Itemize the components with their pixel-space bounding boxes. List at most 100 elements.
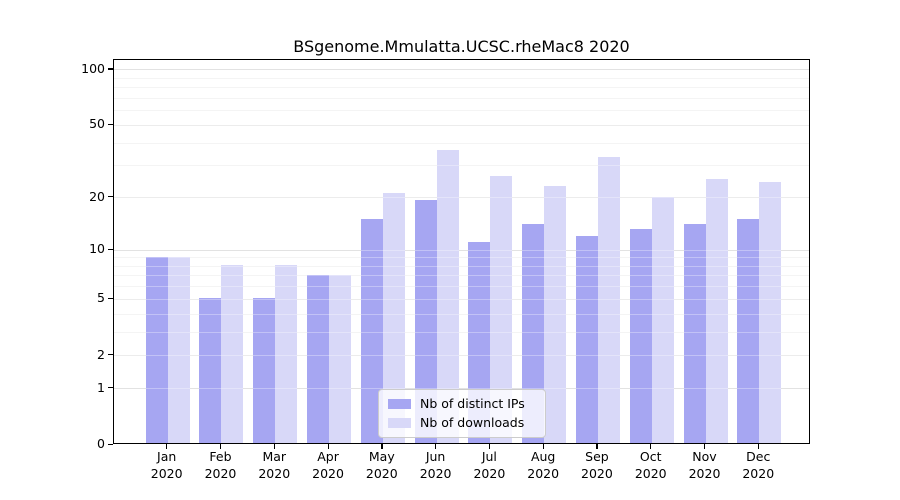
minor-gridline-80 bbox=[114, 87, 809, 89]
x-tick-sep bbox=[596, 444, 598, 449]
bar-downloads-mar bbox=[275, 265, 298, 443]
legend: Nb of distinct IPs Nb of downloads bbox=[378, 389, 546, 438]
bar-downloads-sep bbox=[597, 157, 620, 443]
y-tick-label-5: 5 bbox=[97, 290, 105, 306]
bar-distinct-ips-apr bbox=[307, 274, 330, 443]
grid-stripe-6 bbox=[114, 286, 809, 288]
bar-distinct-ips-oct bbox=[629, 229, 652, 443]
y-tick-50 bbox=[108, 123, 113, 126]
bar-distinct-ips-sep bbox=[575, 235, 598, 443]
minor-gridline-6 bbox=[114, 286, 809, 288]
x-tick-label-nov: Nov 2020 bbox=[688, 449, 721, 481]
grid-stripe-40 bbox=[114, 142, 809, 144]
y-tick-10 bbox=[108, 248, 113, 250]
x-tick-apr bbox=[327, 444, 329, 449]
grid-stripe-2 bbox=[114, 355, 809, 357]
bar-distinct-ips-jun bbox=[414, 200, 437, 443]
y-tick-100 bbox=[108, 68, 113, 70]
bar-distinct-ips-nov bbox=[683, 223, 706, 443]
grid-stripe-5 bbox=[114, 298, 809, 300]
bar-downloads-jan bbox=[167, 256, 190, 443]
x-tick-jul bbox=[488, 444, 491, 449]
bar-downloads-apr bbox=[329, 274, 352, 443]
x-tick-nov bbox=[704, 444, 706, 449]
chart-title: BSgenome.Mmulatta.UCSC.rheMac8 2020 bbox=[293, 37, 630, 56]
grid-stripe-90 bbox=[114, 77, 809, 79]
y-tick-label-50: 50 bbox=[89, 116, 105, 132]
y-tick-label-0: 0 bbox=[97, 436, 105, 451]
y-tick-label-20: 20 bbox=[89, 188, 105, 204]
x-tick-dec bbox=[757, 444, 759, 449]
y-tick-20 bbox=[108, 196, 113, 198]
bar-distinct-ips-feb bbox=[199, 298, 222, 443]
bar-distinct-ips-aug bbox=[522, 223, 545, 443]
minor-gridline-40 bbox=[114, 142, 809, 144]
x-tick-label-jun: Jun 2020 bbox=[419, 449, 452, 481]
minor-gridline-30 bbox=[114, 165, 809, 167]
grid-stripe-80 bbox=[114, 87, 809, 89]
gridline-100 bbox=[114, 69, 809, 71]
legend-row-distinct-ips: Nb of distinct IPs bbox=[388, 394, 536, 413]
grid-stripe-60 bbox=[114, 110, 809, 112]
x-tick-label-oct: Oct 2020 bbox=[634, 449, 667, 481]
gridline-50 bbox=[114, 124, 809, 126]
bar-downloads-jun bbox=[436, 150, 459, 443]
y-tick-1 bbox=[108, 387, 113, 389]
bar-distinct-ips-mar bbox=[253, 298, 276, 443]
x-tick-label-mar: Mar 2020 bbox=[258, 449, 291, 481]
grid-stripe-100 bbox=[114, 69, 809, 71]
grid-stripe-9 bbox=[114, 257, 809, 259]
x-tick-may bbox=[381, 444, 383, 449]
minor-gridline-3 bbox=[114, 331, 809, 333]
minor-gridline-70 bbox=[114, 97, 809, 99]
minor-gridline-9 bbox=[114, 257, 809, 259]
x-tick-label-sep: Sep 2020 bbox=[581, 449, 613, 481]
bar-distinct-ips-jan bbox=[145, 256, 168, 443]
plot-area bbox=[113, 59, 810, 444]
grid-stripe-8 bbox=[114, 265, 809, 267]
bar-downloads-may bbox=[382, 192, 405, 443]
gridline-2 bbox=[114, 355, 809, 357]
gridline-1 bbox=[114, 388, 809, 390]
minor-gridline-7 bbox=[114, 275, 809, 277]
x-tick-jun bbox=[435, 444, 437, 449]
y-tick-label-2: 2 bbox=[97, 346, 105, 362]
grid-stripe-4 bbox=[114, 313, 809, 315]
y-tick-2 bbox=[108, 354, 113, 356]
bar-downloads-jul bbox=[490, 176, 513, 443]
y-tick-0 bbox=[108, 443, 113, 445]
x-tick-label-jul: Jul 2020 bbox=[473, 449, 506, 481]
grid-stripe-30 bbox=[114, 165, 809, 167]
legend-label-distinct-ips: Nb of distinct IPs bbox=[420, 396, 525, 411]
legend-label-downloads: Nb of downloads bbox=[420, 415, 525, 430]
minor-gridline-60 bbox=[114, 110, 809, 112]
grid-stripe-7 bbox=[114, 275, 809, 277]
y-tick-label-1: 1 bbox=[97, 379, 105, 395]
x-tick-label-apr: Apr 2020 bbox=[312, 449, 344, 481]
y-tick-label-100: 100 bbox=[81, 60, 105, 76]
x-tick-label-aug: Aug 2020 bbox=[527, 449, 560, 481]
grid-stripe-50 bbox=[114, 124, 809, 126]
x-tick-mar bbox=[273, 444, 275, 449]
bar-downloads-oct bbox=[651, 196, 674, 443]
grid-stripe-70 bbox=[114, 97, 809, 99]
x-tick-label-may: May 2020 bbox=[365, 449, 398, 481]
x-tick-aug bbox=[542, 444, 544, 449]
distinct-ips-swatch-icon bbox=[388, 398, 411, 409]
x-tick-label-feb: Feb 2020 bbox=[204, 449, 237, 481]
bar-downloads-nov bbox=[705, 179, 728, 443]
x-tick-oct bbox=[650, 444, 652, 449]
bar-downloads-aug bbox=[544, 185, 567, 443]
gridline-10 bbox=[114, 249, 809, 251]
grid-stripe-20 bbox=[114, 197, 809, 198]
bar-distinct-ips-may bbox=[360, 218, 383, 443]
bar-downloads-dec bbox=[759, 182, 782, 443]
bar-distinct-ips-dec bbox=[737, 218, 760, 443]
minor-gridline-90 bbox=[114, 77, 809, 79]
x-tick-feb bbox=[219, 444, 222, 449]
bar-downloads-feb bbox=[221, 265, 244, 443]
gridline-20 bbox=[114, 197, 809, 198]
legend-row-downloads: Nb of downloads bbox=[388, 413, 536, 432]
x-tick-label-dec: Dec 2020 bbox=[742, 449, 775, 481]
